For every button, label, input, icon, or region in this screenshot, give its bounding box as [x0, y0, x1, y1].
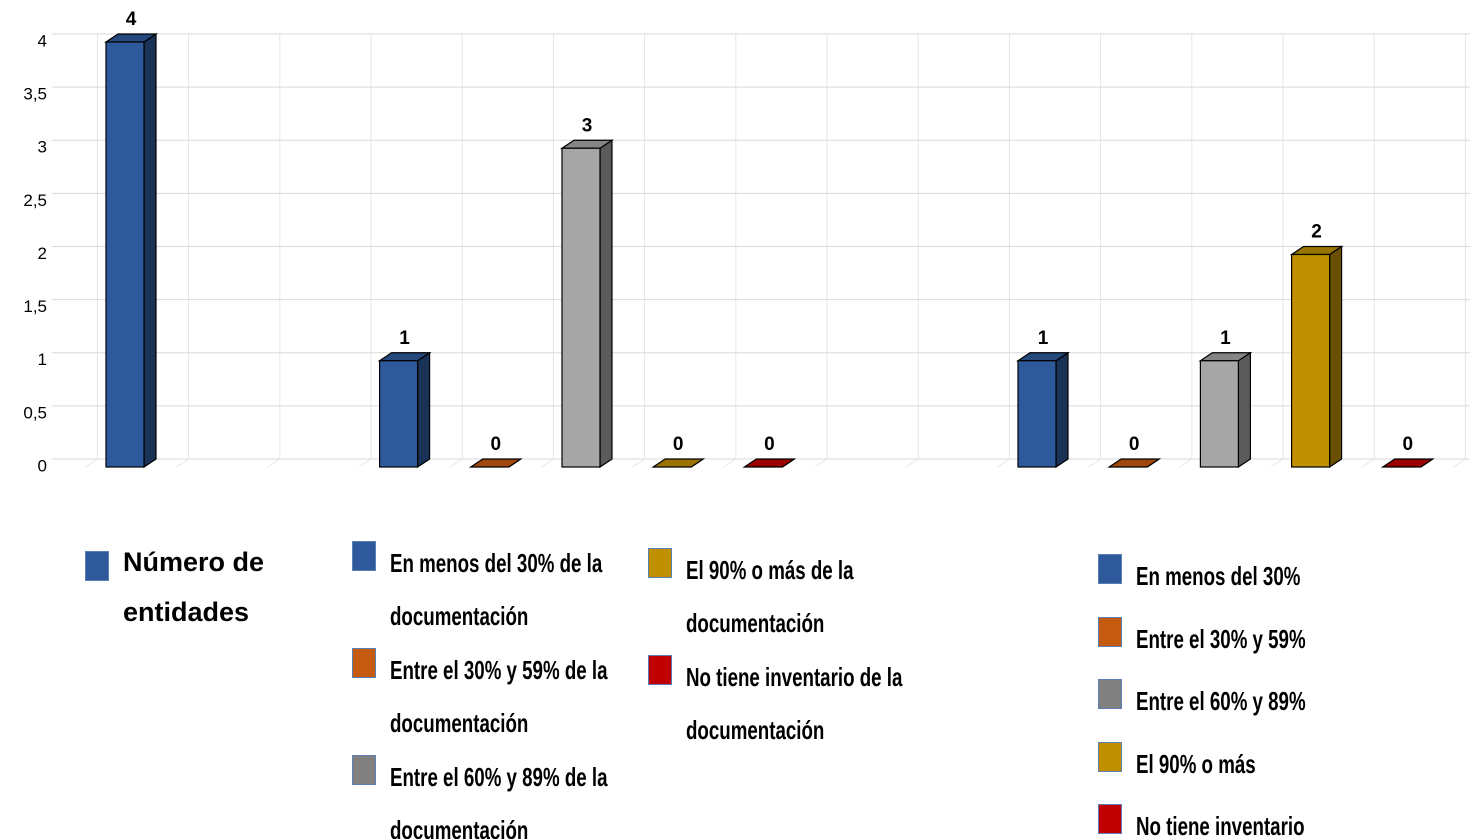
- floor-divider: [1179, 458, 1193, 468]
- bar-top: [1380, 458, 1435, 468]
- y-tick-label: 3: [38, 138, 47, 157]
- legend-swatch: [352, 648, 376, 678]
- legend-label: El 90% o más de la documentación: [686, 555, 854, 638]
- data-label: 0: [673, 434, 684, 455]
- legend-label: No tiene inventario: [1136, 811, 1305, 839]
- legend-swatch: [352, 541, 376, 571]
- legend-swatch: [1098, 804, 1122, 834]
- bar-side: [143, 32, 157, 469]
- y-tick-label: 2: [38, 244, 47, 263]
- floor-divider: [449, 458, 463, 468]
- bar-side: [599, 139, 613, 469]
- bar: [1199, 360, 1240, 468]
- bar-top: [1107, 458, 1162, 468]
- legend-label: Entre el 30% y 59% de la documentación: [390, 655, 608, 738]
- y-tick-label: 1: [38, 350, 47, 369]
- y-tick-label: 3,5: [23, 85, 47, 104]
- legend-swatch: [1098, 741, 1122, 772]
- bar-side: [417, 351, 431, 469]
- data-label: 1: [1220, 328, 1231, 349]
- plot: 0 0,5 1 1,5 2 2,5 3 3,5 4 4 1 0 3 0 0 1 0 1 2 0: [23, 9, 1470, 475]
- y-tick-label: 2,5: [23, 191, 47, 210]
- floor-divider: [1088, 458, 1101, 468]
- floor-divider: [1453, 458, 1466, 468]
- y-tick-label: 0: [38, 456, 47, 475]
- data-label: 0: [1129, 434, 1140, 455]
- data-label: 0: [491, 434, 502, 455]
- legend-label: Entre el 30% y 59%: [1136, 623, 1306, 654]
- floor-divider: [814, 458, 828, 468]
- data-label: 2: [1311, 222, 1322, 243]
- legend-label: Número de entidades: [123, 547, 265, 627]
- legend-swatch: [648, 548, 672, 578]
- bar: [561, 147, 601, 468]
- bar: [1017, 360, 1057, 468]
- bar-top: [742, 458, 797, 468]
- floor-divider: [176, 458, 189, 468]
- bar-top: [651, 458, 706, 468]
- data-label: 1: [399, 328, 410, 349]
- legend-label: El 90% o más: [1136, 748, 1256, 779]
- legend-swatch: [1098, 554, 1122, 584]
- data-label: 0: [1403, 434, 1414, 455]
- legend-swatch: [1098, 616, 1122, 647]
- y-tick-label: 0,5: [23, 403, 47, 422]
- legend-label: No tiene inventario de la documentación: [686, 662, 903, 745]
- floor-divider: [905, 458, 919, 468]
- y-tick-label: 4: [38, 31, 47, 50]
- legend-label: En menos del 30%: [1136, 561, 1301, 591]
- floor-divider: [997, 458, 1010, 468]
- legend-swatch: [648, 655, 672, 685]
- floor-divider: [1361, 458, 1375, 468]
- floor-divider: [1270, 458, 1284, 468]
- legend-swatch: [1098, 679, 1122, 709]
- floor-divider: [85, 458, 98, 468]
- floor-divider: [267, 458, 281, 468]
- floor-divider: [541, 458, 554, 468]
- legend-swatch: [85, 551, 109, 581]
- y-tick-label: 1,5: [23, 297, 47, 316]
- bar: [105, 41, 145, 468]
- floor-divider: [723, 458, 737, 468]
- bar: [379, 360, 419, 468]
- legend-label: Entre el 60% y 89% de la documentación: [390, 762, 608, 839]
- data-label: 4: [126, 9, 137, 30]
- bar-side: [1055, 351, 1069, 469]
- legend-label: En menos del 30% de la documentación: [390, 548, 603, 631]
- bar: [1290, 253, 1331, 468]
- data-label: 0: [764, 434, 775, 455]
- bar-side: [1328, 245, 1343, 469]
- data-label: 1: [1038, 328, 1049, 349]
- bar-top: [468, 458, 523, 468]
- floor-divider: [632, 458, 645, 468]
- data-label: 3: [582, 115, 593, 136]
- bar-side: [1237, 351, 1252, 469]
- floor-divider: [358, 458, 372, 468]
- legend-label: Entre el 60% y 89%: [1136, 686, 1306, 716]
- legend-swatch: [352, 755, 376, 785]
